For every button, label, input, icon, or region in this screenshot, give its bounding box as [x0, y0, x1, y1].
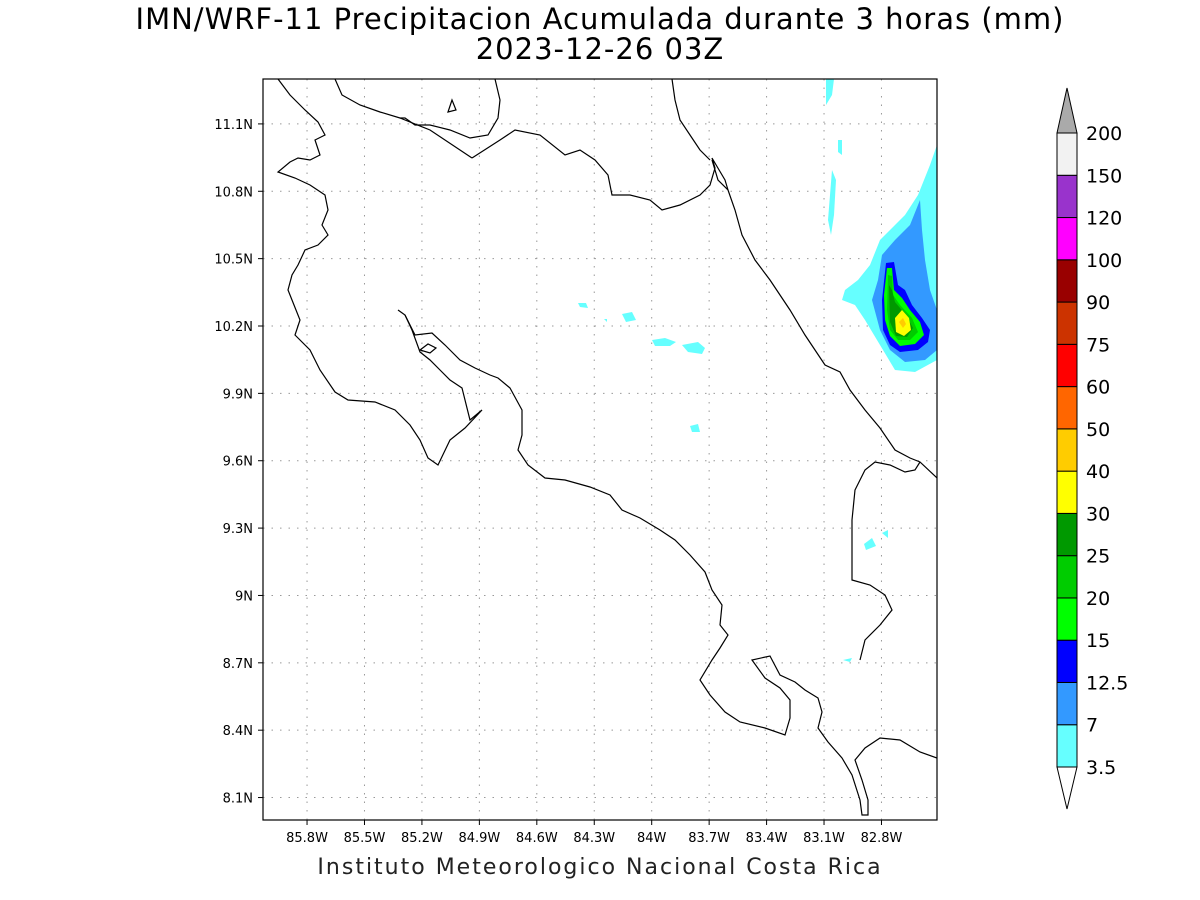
- y-tick-label: 10.2N: [214, 320, 253, 335]
- coastlines: [276, 79, 937, 816]
- colorbar-label: 200: [1086, 123, 1122, 145]
- grid-lines: [263, 79, 937, 820]
- precip-40mm: [899, 318, 906, 328]
- y-tick-label: 10.5N: [214, 253, 253, 268]
- lake-shore-south: [399, 117, 473, 159]
- y-tick-label: 9.3N: [223, 522, 253, 537]
- x-tick-label: 85.5W: [344, 831, 386, 846]
- colorbar-label: 100: [1086, 250, 1122, 272]
- colorbar-label: 90: [1086, 292, 1110, 314]
- colorbar-label: 40: [1086, 461, 1110, 483]
- colorbar: 3.5 7 12.5 15 20 25 30 40 50 60 75 90 100 120 150 200: [1056, 87, 1128, 810]
- y-tick-label: 9.9N: [223, 387, 253, 402]
- gulf-nicoya-and-south-coast: [404, 314, 937, 816]
- caribbean-coast: [711, 159, 937, 479]
- y-tick-label: 8.7N: [223, 657, 253, 672]
- colorbar-swatch: [1056, 259, 1078, 303]
- san-juan-river: [671, 79, 711, 161]
- x-tick-label: 84.6W: [516, 831, 558, 846]
- precip-field: [578, 79, 937, 662]
- panama-coast: [851, 461, 921, 661]
- title-line-2: 2023-12-26 03Z: [475, 32, 725, 66]
- y-tick-label: 9.6N: [223, 455, 253, 470]
- pacific-coast: [276, 79, 483, 466]
- colorbar-label: 50: [1086, 419, 1110, 441]
- x-tick-label: 82.8W: [861, 831, 903, 846]
- colorbar-swatch: [1056, 555, 1078, 599]
- colorbar-label: 60: [1086, 377, 1110, 399]
- colorbar-swatch: [1056, 470, 1078, 514]
- x-tick-label: 83.4W: [746, 831, 788, 846]
- footer-credit: Instituto Meteorologico Nacional Costa R…: [317, 855, 883, 880]
- x-tick-label: 83.7W: [688, 831, 730, 846]
- colorbar-swatch: [1056, 386, 1078, 430]
- y-tick-label: 10.8N: [214, 185, 253, 200]
- y-tick-label: 11.1N: [214, 118, 253, 133]
- colorbar-label: 12.5: [1086, 672, 1128, 694]
- lake-arenal: [418, 343, 438, 354]
- colorbar-under-triangle: [1056, 766, 1078, 810]
- colorbar-label: 120: [1086, 208, 1122, 230]
- colorbar-swatch: [1056, 639, 1078, 683]
- colorbar-label: 15: [1086, 630, 1110, 652]
- y-tick-label: 8.1N: [223, 792, 253, 807]
- colorbar-label: 7: [1086, 715, 1098, 737]
- colorbar-swatch: [1056, 217, 1078, 261]
- colorbar-label: 150: [1086, 165, 1122, 187]
- colorbar-swatch: [1056, 512, 1078, 557]
- x-tick-label: 84.3W: [573, 831, 615, 846]
- precip-3.5mm: [578, 79, 937, 662]
- colorbar-label: 25: [1086, 546, 1110, 568]
- colorbar-swatch: [1056, 301, 1078, 345]
- y-tick-label: 9N: [235, 589, 253, 604]
- colorbar-swatch: [1056, 681, 1078, 726]
- colorbar-label: 3.5: [1086, 757, 1116, 779]
- island: [447, 98, 457, 113]
- nicaragua-border: [471, 129, 729, 211]
- x-tick-label: 85.2W: [401, 831, 443, 846]
- colorbar-swatch: [1056, 597, 1078, 641]
- colorbar-swatch: [1056, 724, 1078, 768]
- colorbar-label: 20: [1086, 588, 1110, 610]
- map-frame: [262, 78, 938, 821]
- x-tick-label: 83.1W: [803, 831, 845, 846]
- y-tick-label: 8.4N: [223, 724, 253, 739]
- x-tick-label: 85.8W: [286, 831, 328, 846]
- colorbar-swatch: [1056, 132, 1078, 176]
- lake-nicaragua-shore: [334, 79, 501, 139]
- title-line-1: IMN/WRF-11 Precipitacion Acumulada duran…: [135, 2, 1065, 36]
- colorbar-over-triangle: [1056, 87, 1078, 134]
- x-tick-label: 84.9W: [458, 831, 500, 846]
- axes: 85.8W 85.5W 85.2W 84.9W 84.6W 84.3W 84W 83.7W 83…: [214, 118, 902, 846]
- colorbar-label: 30: [1086, 503, 1110, 525]
- colorbar-swatch: [1056, 428, 1078, 472]
- x-tick-label: 84W: [637, 831, 667, 846]
- colorbar-swatch: [1056, 343, 1078, 388]
- colorbar-swatch: [1056, 174, 1078, 219]
- colorbar-label: 75: [1086, 334, 1110, 356]
